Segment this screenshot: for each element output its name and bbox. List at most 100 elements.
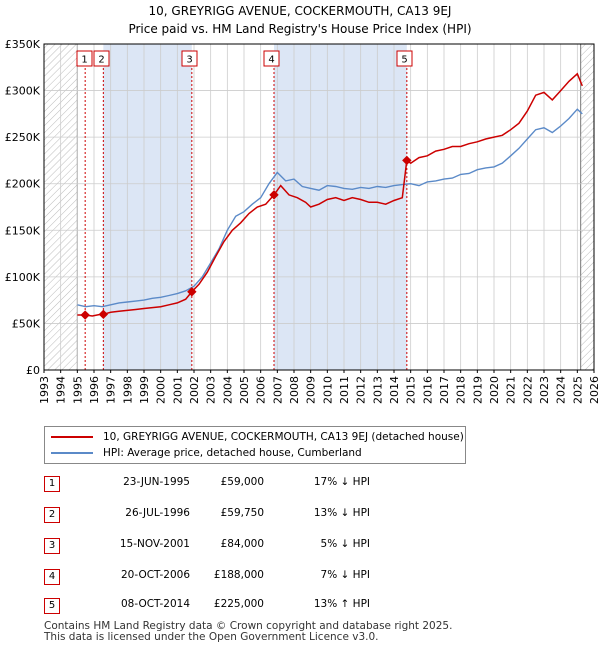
chart-subtitle: Price paid vs. HM Land Registry's House … <box>128 22 472 36</box>
sale-hpi-diff: 5% ↓ HPI <box>320 538 370 550</box>
legend-item-property: 10, GREYRIGG AVENUE, COCKERMOUTH, CA13 9… <box>45 429 464 445</box>
x-tick-label: 2007 <box>271 376 284 404</box>
y-tick-label: £100K <box>5 271 41 284</box>
x-tick-label: 2016 <box>421 376 434 404</box>
sale-label-box: 1 <box>76 50 93 67</box>
sale-point <box>80 310 90 320</box>
ownership-shade <box>103 44 192 370</box>
sale-price: £188,000 <box>213 569 264 581</box>
legend-label-property: 10, GREYRIGG AVENUE, COCKERMOUTH, CA13 9… <box>103 431 464 443</box>
x-tick-label: 2023 <box>538 376 551 404</box>
sale-label-number: 5 <box>401 55 407 66</box>
sale-label-number: 2 <box>98 55 104 66</box>
x-tick-label: 2002 <box>188 376 201 404</box>
sale-hpi-diff: 17% ↓ HPI <box>313 476 370 488</box>
sale-label-frame <box>93 50 110 67</box>
property-series-line <box>77 72 583 317</box>
sale-date: 20-OCT-2006 <box>121 569 190 581</box>
hatch-region-right <box>580 44 594 370</box>
x-tick-label: 1998 <box>121 376 134 404</box>
sale-price: £59,000 <box>220 476 264 488</box>
x-tick-label: 1995 <box>71 376 84 404</box>
x-tick-label: 2024 <box>555 376 568 404</box>
x-tick-label: 1999 <box>138 376 151 404</box>
x-tick-label: 2018 <box>455 376 468 404</box>
sale-hpi-diff: 7% ↓ HPI <box>320 569 370 581</box>
x-tick-label: 2022 <box>521 376 534 404</box>
x-tick-label: 2014 <box>388 376 401 404</box>
sale-number-badge: 2 <box>44 507 60 523</box>
sale-point <box>98 309 109 320</box>
x-tick-label: 1993 <box>38 376 51 404</box>
x-tick-label: 2013 <box>371 376 384 404</box>
sale-label-box: 3 <box>181 50 198 67</box>
x-tick-label: 2012 <box>355 376 368 404</box>
x-tick-label: 2026 <box>588 376 600 404</box>
legend-item-hpi: HPI: Average price, detached house, Cumb… <box>45 445 362 461</box>
sale-point <box>187 287 197 297</box>
chart-legend: 10, GREYRIGG AVENUE, COCKERMOUTH, CA13 9… <box>44 426 466 464</box>
x-tick-label: 2000 <box>155 376 168 404</box>
x-tick-label: 1997 <box>105 376 118 404</box>
x-tick-label: 2009 <box>305 376 318 404</box>
sale-point <box>269 190 279 200</box>
table-row: 4 20-OCT-2006 £188,000 7% ↓ HPI <box>0 569 600 585</box>
chart-title: 10, GREYRIGG AVENUE, COCKERMOUTH, CA13 9… <box>148 4 452 18</box>
sale-label-frame <box>396 50 413 67</box>
hpi-series-line <box>77 108 583 308</box>
sale-price: £225,000 <box>213 598 264 610</box>
sale-price: £59,750 <box>220 507 264 519</box>
x-tick-label: 2011 <box>338 376 351 404</box>
sale-label-number: 3 <box>186 55 192 66</box>
sale-label-frame <box>181 50 198 67</box>
x-tick-label: 1996 <box>88 376 101 404</box>
table-row: 1 23-JUN-1995 £59,000 17% ↓ HPI <box>0 476 600 492</box>
sale-hpi-diff: 13% ↓ HPI <box>313 507 370 519</box>
sale-number-badge: 3 <box>44 538 60 554</box>
footer-line-2: This data is licensed under the Open Gov… <box>44 631 379 643</box>
sale-point <box>402 155 412 166</box>
sale-number-badge: 5 <box>44 598 60 614</box>
sale-date: 23-JUN-1995 <box>123 476 190 488</box>
x-tick-label: 2001 <box>171 376 184 404</box>
sale-number-badge: 1 <box>44 476 60 492</box>
x-tick-label: 2021 <box>505 376 518 404</box>
x-tick-label: 2004 <box>221 376 234 404</box>
y-tick-label: £50K <box>12 317 41 330</box>
table-row: 5 08-OCT-2014 £225,000 13% ↑ HPI <box>0 598 600 614</box>
sale-price: £84,000 <box>220 538 264 550</box>
ownership-shade <box>274 44 407 370</box>
sale-label-box: 2 <box>93 50 110 67</box>
x-tick-label: 2006 <box>255 376 268 404</box>
sale-number-badge: 4 <box>44 569 60 585</box>
y-tick-label: £300K <box>5 85 41 98</box>
legend-label-hpi: HPI: Average price, detached house, Cumb… <box>103 447 362 459</box>
x-tick-label: 2010 <box>321 376 334 404</box>
x-tick-label: 2019 <box>471 376 484 404</box>
x-tick-label: 2020 <box>488 376 501 404</box>
legend-swatch-hpi <box>51 452 93 454</box>
x-tick-label: 2005 <box>238 376 251 404</box>
x-tick-label: 2008 <box>288 376 301 404</box>
price-chart: 1 2 3 4 5 £0 £50K £100K £150K £200K £250K £300K £350… <box>5 38 600 404</box>
x-tick-label: 2003 <box>205 376 218 404</box>
x-tick-label: 2017 <box>438 376 451 404</box>
x-tick-label: 2025 <box>571 376 584 404</box>
table-row: 3 15-NOV-2001 £84,000 5% ↓ HPI <box>0 538 600 554</box>
sale-label-box: 4 <box>263 50 280 67</box>
y-tick-label: £200K <box>5 178 41 191</box>
y-tick-label: £150K <box>5 224 41 237</box>
sale-hpi-diff: 13% ↑ HPI <box>313 598 370 610</box>
sale-label-box: 5 <box>396 50 413 67</box>
sale-label-frame <box>263 50 280 67</box>
table-row: 2 26-JUL-1996 £59,750 13% ↓ HPI <box>0 507 600 523</box>
x-tick-label: 2015 <box>405 376 418 404</box>
y-tick-label: £0 <box>26 364 40 377</box>
sale-label-number: 4 <box>268 55 274 66</box>
sale-date: 08-OCT-2014 <box>121 598 190 610</box>
sale-label-number: 1 <box>81 55 87 66</box>
footer-attribution: Contains HM Land Registry data © Crown c… <box>44 621 452 643</box>
footer-line-1: Contains HM Land Registry data © Crown c… <box>44 620 453 632</box>
y-tick-label: £250K <box>5 131 41 144</box>
legend-swatch-property <box>51 436 93 438</box>
